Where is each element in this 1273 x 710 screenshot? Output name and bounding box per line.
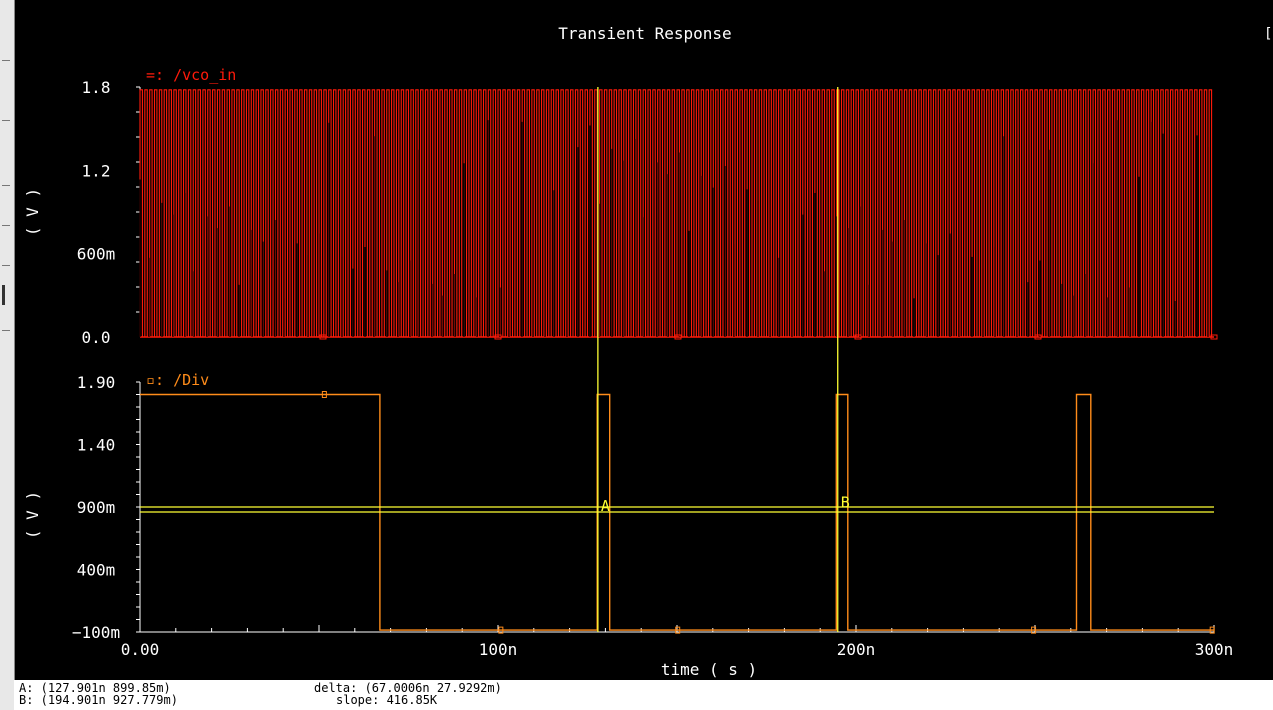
bottom-y-tick-label: 400m [77,561,116,580]
slope-readout: slope: 416.85K [336,693,438,707]
toolbar-tick [2,120,10,121]
legend-div: ▫: /Div [146,371,209,389]
chart-title: Transient Response [558,24,731,43]
window-corner-glyph: [1 [1264,26,1273,42]
div-marker [1031,626,1037,634]
bottom-y-unit-label: ( V ) [23,491,42,539]
bottom-y-tick-label: −100m [72,623,120,642]
cursor-status-bar: A: (127.901n 899.85m) B: (194.901n 927.7… [14,680,1273,710]
vco-in-marker [319,334,327,340]
toolbar-tick [2,265,10,266]
cursor-b-readout: B: (194.901n 927.779m) [19,693,178,707]
bottom-y-tick-label: 1.40 [77,436,116,455]
toolbar-handle[interactable] [2,285,5,305]
vco-in-marker [1034,334,1042,340]
top-y-tick-label: 1.2 [82,161,111,180]
cursor-label-b: B [841,494,850,512]
delta-readout: delta: (67.0006n 27.9292m) [314,681,502,695]
top-y-unit-label: ( V ) [23,188,42,236]
toolbar-tick [2,330,10,331]
div-marker [321,391,327,398]
plot-area[interactable]: Transient Response [1 1.8 1.2 600m 0.0 ( V ) =:… [0,0,1273,680]
top-y-tick-label: 600m [77,245,116,264]
cursor-label-a: A [601,497,610,515]
toolbar-tick [2,185,10,186]
vco-in-marker [1210,334,1218,340]
bottom-y-tick-label: 900m [77,498,116,517]
x-tick-label: 0.00 [121,640,160,659]
div-marker [675,626,681,634]
div-marker [1209,626,1215,634]
top-y-tick-label: 1.8 [82,78,111,97]
toolbar-tick [2,60,10,61]
vco-in-marker [494,334,502,340]
legend-vco-in: =: /vco_in [146,66,236,84]
toolbar-tick [2,225,10,226]
x-tick-label: 100n [479,640,518,659]
vco-in-series-line [139,89,1214,338]
left-toolbar-edge[interactable] [0,0,15,710]
cursor-a-readout: A: (127.901n 899.85m) [19,681,171,695]
vco-in-marker [854,334,862,340]
top-y-tick-label: 0.0 [82,328,111,347]
div-marker [498,626,504,634]
vco-in-marker [674,334,682,340]
bottom-y-tick-label: 1.90 [77,373,116,392]
x-axis-label: time ( s ) [661,660,757,679]
x-tick-label: 300n [1195,640,1234,659]
x-tick-label: 200n [837,640,876,659]
